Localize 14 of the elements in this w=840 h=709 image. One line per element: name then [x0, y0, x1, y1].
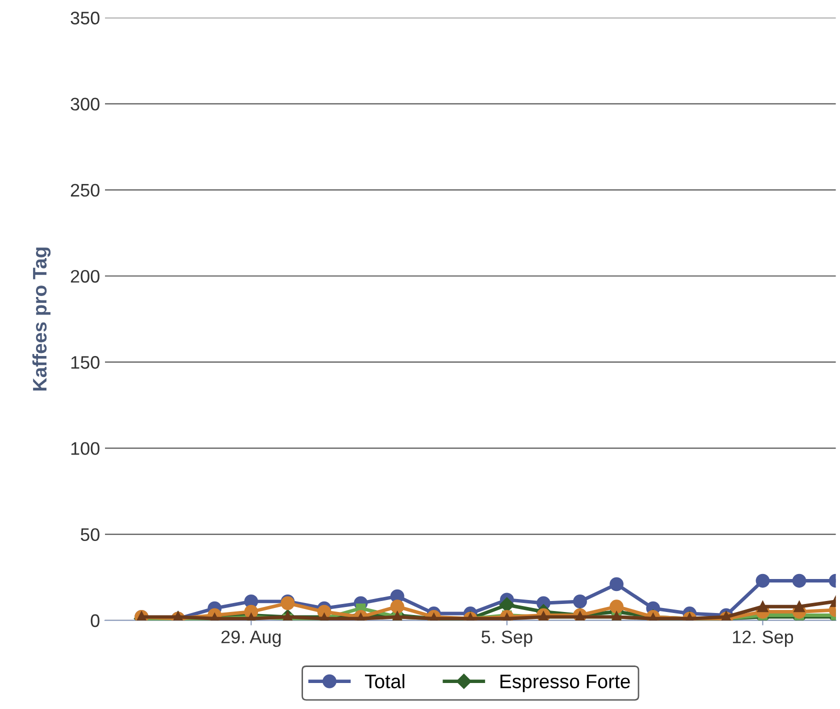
x-tick-label: 29. Aug	[221, 630, 281, 647]
y-tick-label: 0	[90, 614, 100, 628]
y-tick-label: 300	[70, 98, 100, 111]
y-tick-label: 150	[71, 356, 100, 369]
x-tick-label: 5. Sep	[482, 630, 532, 647]
x-tick-label: 12. Sep	[732, 630, 794, 647]
legend-label: Espresso Forte	[500, 674, 630, 692]
y-tick-label: 250	[70, 184, 100, 197]
y-tick-label: 100	[71, 442, 100, 455]
y-tick-label: 350	[70, 12, 100, 24]
legend-label: Total	[364, 674, 404, 688]
y-tick-label: 50	[80, 528, 100, 541]
y-axis-title: Kaffees pro Tag	[32, 248, 51, 390]
y-tick-label: 200	[70, 270, 100, 283]
